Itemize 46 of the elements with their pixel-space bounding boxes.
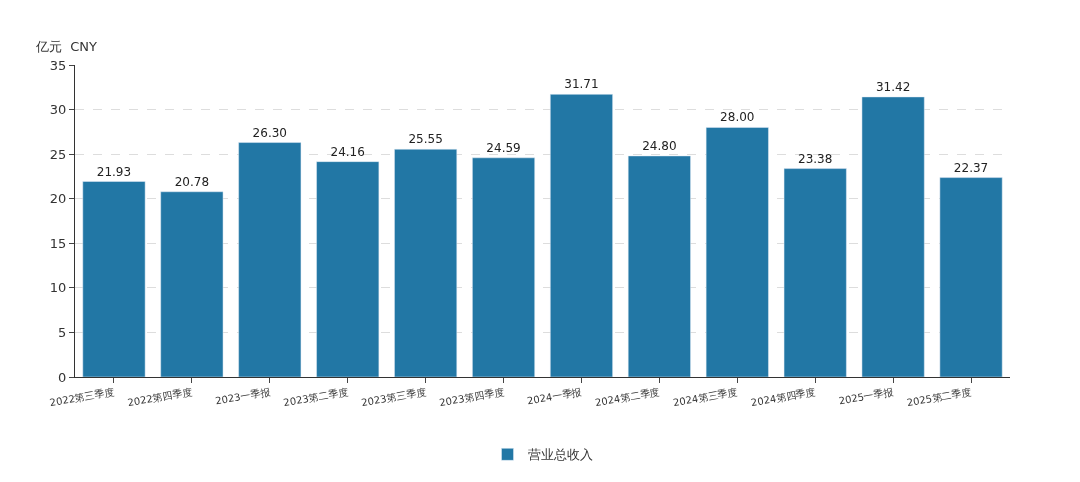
bar: [394, 148, 458, 377]
y-tick-label: 30: [49, 102, 67, 118]
text: 24.80: [642, 138, 677, 153]
text: 28.00: [720, 110, 755, 125]
x-tick-label: 2025一季报: [837, 386, 895, 407]
bar: [627, 155, 691, 377]
text: 20.78: [174, 174, 210, 189]
y-tick-label: 35: [49, 57, 67, 73]
y-tick-label: 0: [58, 369, 67, 385]
x-tick-label: 2024一季报: [526, 386, 583, 407]
text: 31.42: [875, 79, 911, 94]
x-tick-label: 2024第四季度: [750, 386, 817, 409]
y-axis-title: 亿元 CNY: [35, 39, 98, 54]
y-tick-label: 25: [49, 146, 67, 162]
y-tick-label: 10: [49, 280, 67, 296]
legend-label: 营业总收入: [527, 447, 593, 463]
text: 22.37: [953, 160, 989, 175]
x-tick-label: 2025第二季度: [905, 386, 973, 409]
x-tick-label: 2023第四季度: [438, 386, 505, 409]
x-tick-label: 2023第二季度: [282, 386, 349, 409]
bar: [238, 142, 302, 377]
x-tick-label: 2022第四季度: [126, 386, 194, 409]
x-tick-label: 2022第三季度: [48, 386, 116, 409]
x-tick-label: 2023第三季度: [360, 386, 427, 409]
y-tick-label: 15: [49, 235, 67, 251]
text: 24.16: [330, 144, 365, 159]
bar: [783, 168, 847, 377]
bar: [316, 161, 380, 377]
y-tick-label: 20: [49, 191, 67, 207]
text: 25.55: [408, 132, 443, 147]
bar: [550, 94, 613, 377]
bar: [705, 127, 769, 377]
bar: [82, 181, 146, 377]
text: 21.93: [96, 164, 132, 179]
text: 31.71: [564, 77, 599, 92]
bar: [472, 157, 535, 377]
x-tick-label: 2023一季报: [214, 386, 272, 407]
bar: [160, 191, 224, 377]
x-tick-label: 2024第二季度: [594, 386, 661, 409]
y-tick-label: 5: [58, 324, 67, 340]
text: 23.38: [798, 151, 833, 166]
text: 26.30: [252, 125, 287, 140]
bar: [861, 96, 925, 377]
x-tick-label: 2024第三季度: [672, 386, 739, 409]
bar: [939, 177, 1003, 377]
text: 24.59: [486, 140, 521, 155]
